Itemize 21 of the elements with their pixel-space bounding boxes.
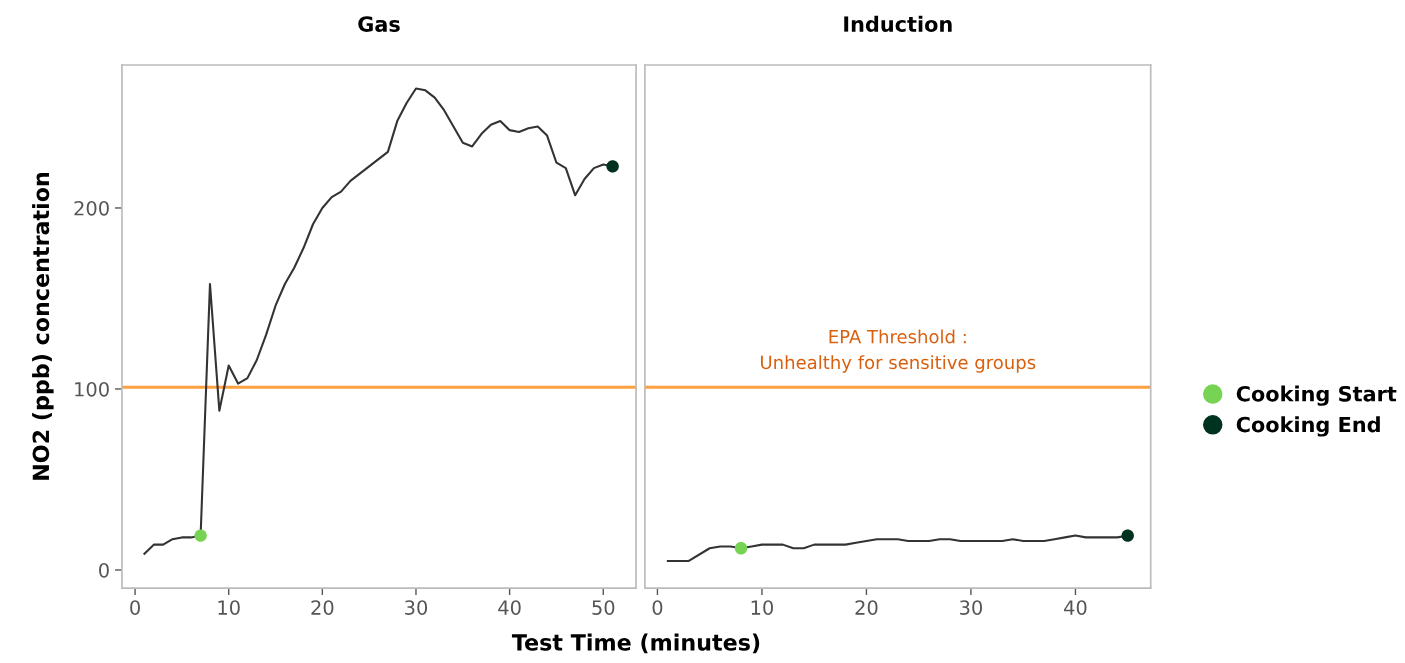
- x-tick-label: 0: [130, 600, 140, 615]
- x-tick-label: 10: [751, 600, 774, 615]
- x-axis-title: Test Time (minutes): [511, 633, 760, 654]
- x-tick-label: 0: [652, 600, 663, 615]
- y-tick-label: 0: [99, 562, 109, 578]
- y-tick-label: 200: [74, 200, 109, 216]
- ref-line-label: EPA Threshold : Unhealthy for sensitive groups: [761, 329, 1036, 373]
- y-tick-label: 100: [75, 381, 109, 397]
- legend-label: Cooking End: [1236, 416, 1380, 437]
- x-tick-label: 50: [592, 600, 615, 615]
- x-tick-label: 40: [498, 600, 521, 615]
- y-axis-title: NO2 (ppb) concentration: [32, 172, 54, 480]
- legend-label: Cooking Start: [1236, 385, 1397, 406]
- chart-title: Gas: [358, 16, 400, 32]
- x-tick-label: 20: [311, 600, 334, 615]
- x-tick-label: 30: [960, 600, 983, 615]
- chart-title: Induction: [844, 15, 952, 32]
- x-tick-label: 20: [855, 600, 878, 615]
- x-tick-label: 40: [1064, 600, 1087, 615]
- x-tick-label: 30: [405, 600, 428, 615]
- x-tick-label: 10: [218, 600, 240, 615]
